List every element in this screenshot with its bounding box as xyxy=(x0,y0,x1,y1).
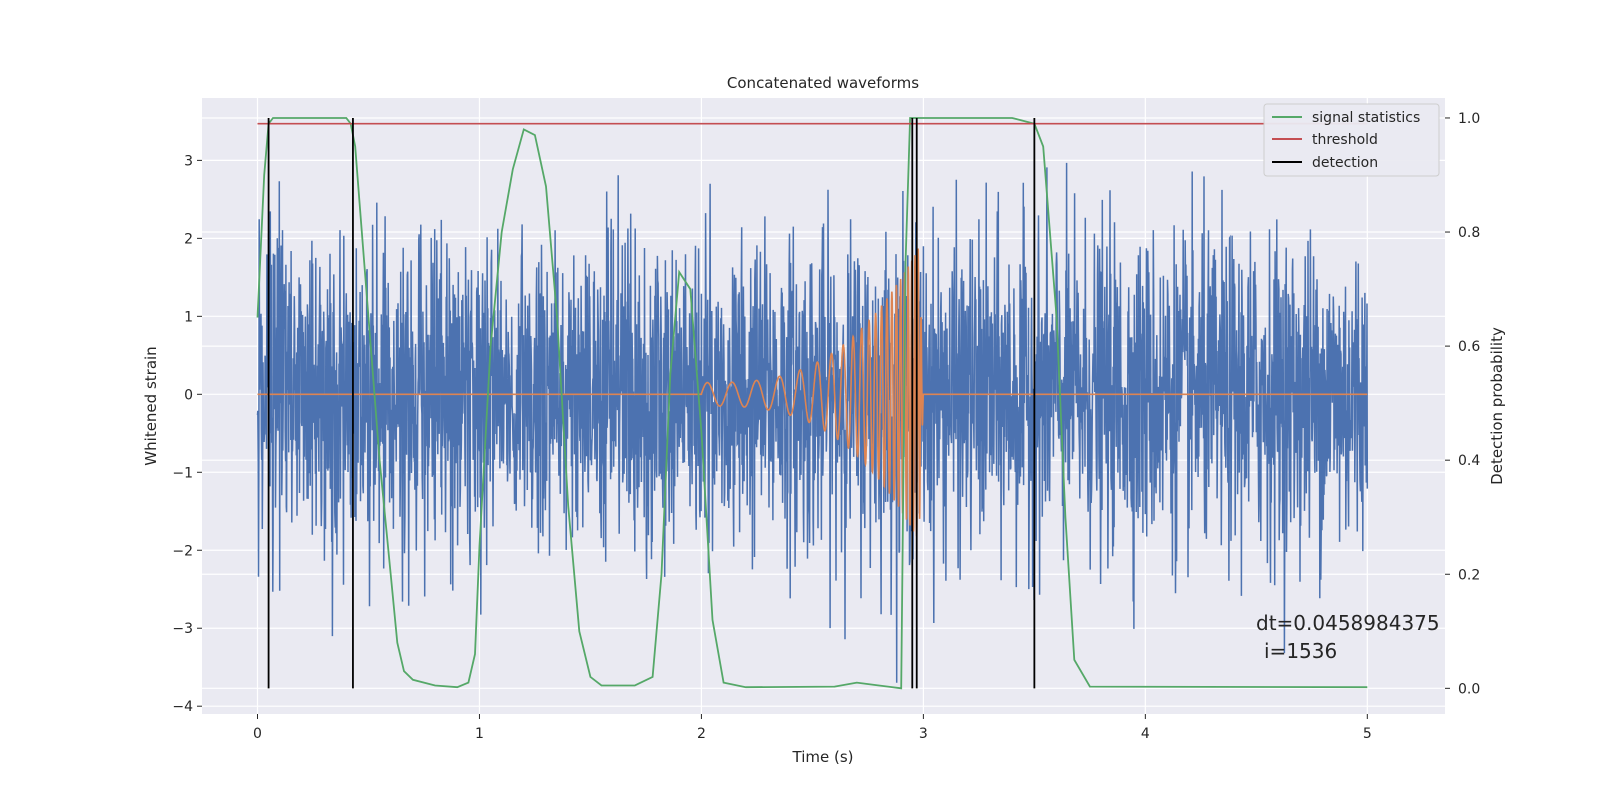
y-tick-label: 3 xyxy=(184,153,193,169)
y2-tick-label: 1.0 xyxy=(1458,111,1480,127)
y-tick-label: −4 xyxy=(172,699,193,715)
y-tick-label: −1 xyxy=(172,465,193,481)
y2-axis-label: Detection probability xyxy=(1488,327,1506,485)
chart-title: Concatenated waveforms xyxy=(727,74,919,92)
legend-label-detection: detection xyxy=(1312,155,1378,171)
annotation-dt: dt=0.0458984375 xyxy=(1256,611,1440,635)
x-tick-label: 0 xyxy=(253,726,262,742)
legend-label-signal-statistics: signal statistics xyxy=(1312,110,1420,126)
legend-box xyxy=(1263,103,1440,177)
y-tick-label: −2 xyxy=(172,543,193,559)
y2-axis-ticks: 0.0 0.2 0.4 0.6 0.8 1.0 xyxy=(1445,111,1480,697)
y2-tick-label: 0.2 xyxy=(1458,567,1480,583)
annotation-index: i=1536 xyxy=(1264,639,1337,663)
x-tick-label: 3 xyxy=(919,726,928,742)
y-tick-label: 1 xyxy=(184,309,193,325)
legend-label-threshold: threshold xyxy=(1312,132,1378,148)
chirp-injection-line xyxy=(257,248,1368,537)
y2-tick-label: 0.6 xyxy=(1458,339,1480,355)
legend: signal statistics threshold detection xyxy=(1263,103,1440,177)
y2-tick-label: 0.0 xyxy=(1458,681,1480,697)
y2-tick-label: 0.4 xyxy=(1458,453,1480,469)
y2-tick-label: 0.8 xyxy=(1458,225,1480,241)
y-axis-ticks: −4 −3 −2 −1 0 1 2 3 xyxy=(172,153,202,715)
x-axis-label: Time (s) xyxy=(792,748,854,766)
x-axis-ticks: 0 1 2 3 4 5 xyxy=(253,714,1372,742)
x-tick-label: 1 xyxy=(475,726,484,742)
y-tick-label: 2 xyxy=(184,231,193,247)
y-tick-label: 0 xyxy=(184,387,193,403)
x-tick-label: 2 xyxy=(697,726,706,742)
plot-area xyxy=(256,117,1369,690)
x-tick-label: 4 xyxy=(1141,726,1150,742)
y-tick-label: −3 xyxy=(172,621,193,637)
x-tick-label: 5 xyxy=(1363,726,1372,742)
y-axis-label: Whitened strain xyxy=(142,346,160,465)
